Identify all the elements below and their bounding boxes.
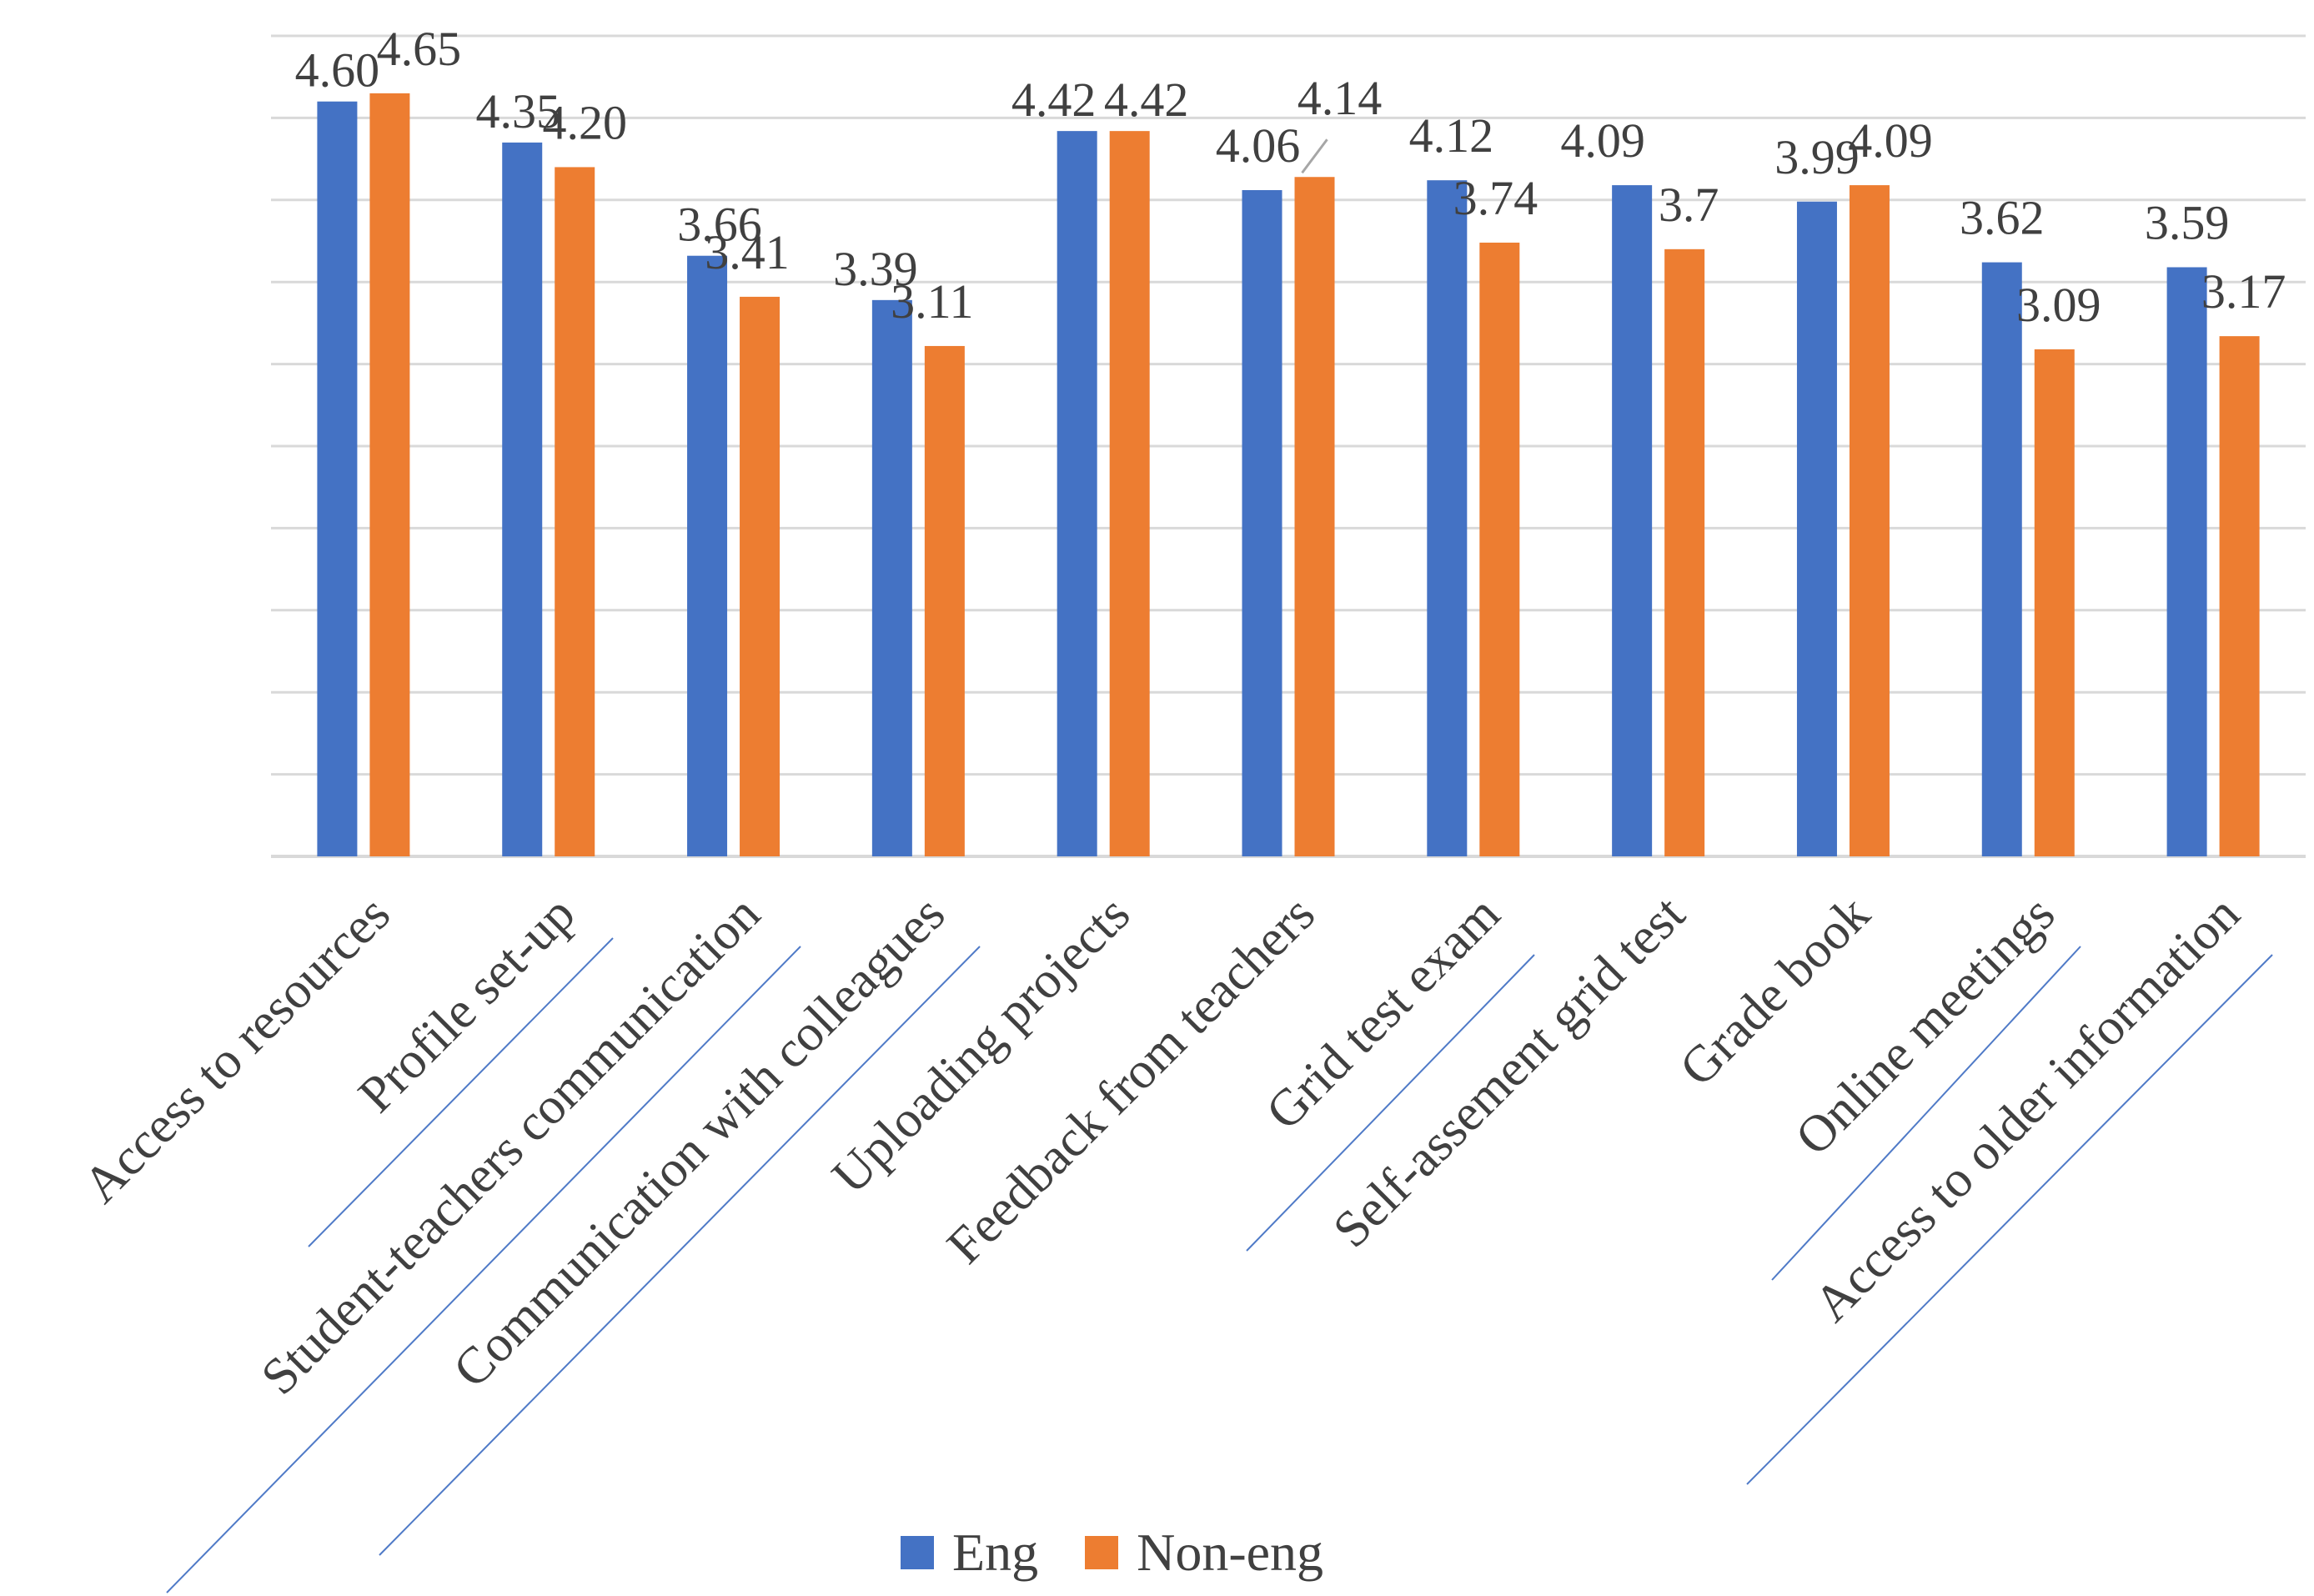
bar-non-eng-grade-book: [1849, 185, 1890, 856]
data-label-eng-access-to-resources: 4.60: [295, 43, 380, 98]
bar-eng-communication-with-colleagues: [871, 299, 912, 856]
data-label-eng-self-assement-grid-test: 4.09: [1560, 113, 1645, 168]
data-label-eng-communication-with-colleagues: 3.39: [833, 242, 918, 296]
legend-item-non-eng[interactable]: Non-eng: [1085, 1522, 1323, 1583]
legend: Eng Non-eng: [901, 1519, 1370, 1586]
label-underlines: [166, 937, 2273, 1593]
data-label-non-eng-communication-with-colleagues: 3.11: [891, 274, 973, 329]
legend-label-eng: Eng: [952, 1523, 1039, 1582]
label-underline-stroke: [166, 946, 801, 1593]
bar-eng-student-teachers-communication: [687, 255, 728, 856]
data-label-non-eng-access-to-resources: 4.65: [377, 22, 462, 76]
bar-eng-uploading-projects: [1057, 131, 1097, 857]
x-tick-label-self-assement-grid-test: Self-assement grid test: [1323, 886, 1695, 1258]
bars: [317, 93, 2260, 857]
bar-non-eng-access-to-older-information: [2219, 336, 2260, 856]
bar-non-eng-student-teachers-communication: [740, 296, 781, 856]
data-label-eng-uploading-projects: 4.42: [1011, 73, 1097, 127]
bar-non-eng-communication-with-colleagues: [924, 345, 965, 856]
data-label-eng-student-teachers-communication: 3.66: [677, 198, 762, 252]
data-label-non-eng-grid-test-exam: 3.74: [1453, 171, 1538, 225]
data-label-non-eng-student-teachers-communication: 3.41: [705, 225, 790, 279]
data-label-non-eng-feedback-from-teachers: 4.14: [1298, 71, 1383, 125]
legend-swatch-non-eng: [1085, 1536, 1119, 1569]
bar-eng-self-assement-grid-test: [1612, 185, 1653, 856]
data-label-eng-feedback-from-teachers: 4.06: [1216, 118, 1301, 173]
bar-non-eng-access-to-resources: [369, 93, 410, 856]
gridlines: [271, 34, 2306, 858]
label-underline-stroke: [1771, 946, 2081, 1281]
bar-non-eng-online-meetings: [2034, 349, 2075, 856]
data-label-leader-line: [1301, 138, 1328, 174]
bar-non-eng-uploading-projects: [1109, 131, 1150, 857]
bar-non-eng-grid-test-exam: [1479, 242, 1520, 856]
bar-eng-access-to-older-information: [2166, 267, 2207, 856]
data-label-eng-grid-test-exam: 4.12: [1409, 108, 1494, 163]
data-label-non-eng-grade-book: 4.09: [1848, 113, 1933, 168]
data-label-non-eng-online-meetings: 3.09: [2016, 278, 2101, 332]
data-label-non-eng-self-assement-grid-test: 3.7: [1659, 178, 1719, 232]
bar-eng-grid-test-exam: [1427, 180, 1468, 856]
bar-eng-feedback-from-teachers: [1242, 189, 1282, 856]
label-underline-stroke: [379, 946, 981, 1556]
legend-label-non-eng: Non-eng: [1137, 1523, 1324, 1582]
label-underline-stroke: [1246, 954, 1535, 1252]
bar-eng-online-meetings: [1981, 262, 2022, 857]
data-label-eng-online-meetings: 3.62: [1960, 191, 2045, 245]
bar-non-eng-self-assement-grid-test: [1664, 248, 1705, 857]
data-label-eng-access-to-older-information: 3.59: [2145, 195, 2230, 249]
data-label-non-eng-uploading-projects: 4.42: [1104, 73, 1189, 127]
data-labels: 4.604.654.354.20 3.663.41 3.393.11 4.42 4.42…: [295, 22, 2286, 332]
data-label-non-eng-profile-set-up: 4.20: [542, 95, 627, 149]
x-tick-label-access-to-resources: Access to resources: [73, 886, 401, 1214]
x-tick-label-feedback-from-teachers: Feedback from teachers: [936, 886, 1326, 1275]
data-label-non-eng-access-to-older-information: 3.17: [2201, 264, 2286, 319]
bar-non-eng-profile-set-up: [555, 167, 595, 856]
label-underline-stroke: [1746, 954, 2273, 1485]
bar-eng-access-to-resources: [317, 101, 358, 857]
data-label-eng-grade-book: 3.99: [1774, 130, 1860, 184]
legend-swatch-eng: [901, 1536, 934, 1569]
bar-non-eng-feedback-from-teachers: [1294, 177, 1335, 857]
label-underline-stroke: [308, 937, 614, 1247]
legend-item-eng[interactable]: Eng: [901, 1522, 1038, 1583]
bar-eng-profile-set-up: [502, 142, 543, 857]
bar-eng-grade-book: [1796, 201, 1837, 856]
data-label-eng-profile-set-up: 4.35: [475, 84, 560, 138]
